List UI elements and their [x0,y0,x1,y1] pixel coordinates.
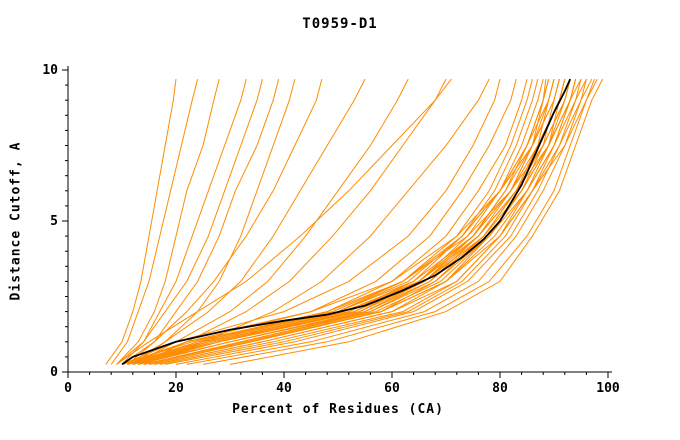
model-curve [159,78,566,365]
x-tick-label: 40 [276,381,292,396]
model-curve [229,78,604,365]
model-curve [132,78,577,365]
model-curve [127,78,280,365]
model-curve [132,78,409,365]
y-tick-label: 5 [50,214,58,229]
model-curve [116,78,452,365]
model-curve [105,79,177,365]
model-curve [175,78,582,365]
model-curve [138,78,555,365]
x-tick-label: 20 [168,381,184,396]
model-curve [137,78,447,365]
model-curve [121,78,501,365]
model-curve [116,78,263,365]
y-tick-label: 10 [42,63,58,78]
model-curve [186,78,593,365]
model-curve [154,78,587,365]
x-tick-label: 80 [492,381,508,396]
model-curve [143,78,571,365]
x-tick-label: 100 [596,381,620,396]
x-axis-label: Percent of Residues (CA) [232,402,444,417]
model-curve [127,78,517,365]
model-curve [127,78,366,365]
model-curve [202,78,598,365]
model-curve [138,78,587,365]
model-curve [132,78,296,365]
chart-title: T0959-D1 [302,16,378,32]
x-tick-label: 60 [384,381,400,396]
model-curve [121,78,247,365]
y-tick-label: 0 [50,365,58,380]
model-curve [148,78,577,365]
model-curve [116,78,220,365]
y-axis-label: Distance Cutoff, A [8,141,24,301]
x-tick-label: 0 [64,381,72,396]
model-curve [127,78,582,365]
model-curve [148,78,555,365]
model-curve [143,78,595,365]
model-curve [127,78,555,365]
model-curve [121,78,571,365]
model-curve [143,78,550,365]
model-curve [110,78,199,365]
reference-curve [121,78,572,366]
